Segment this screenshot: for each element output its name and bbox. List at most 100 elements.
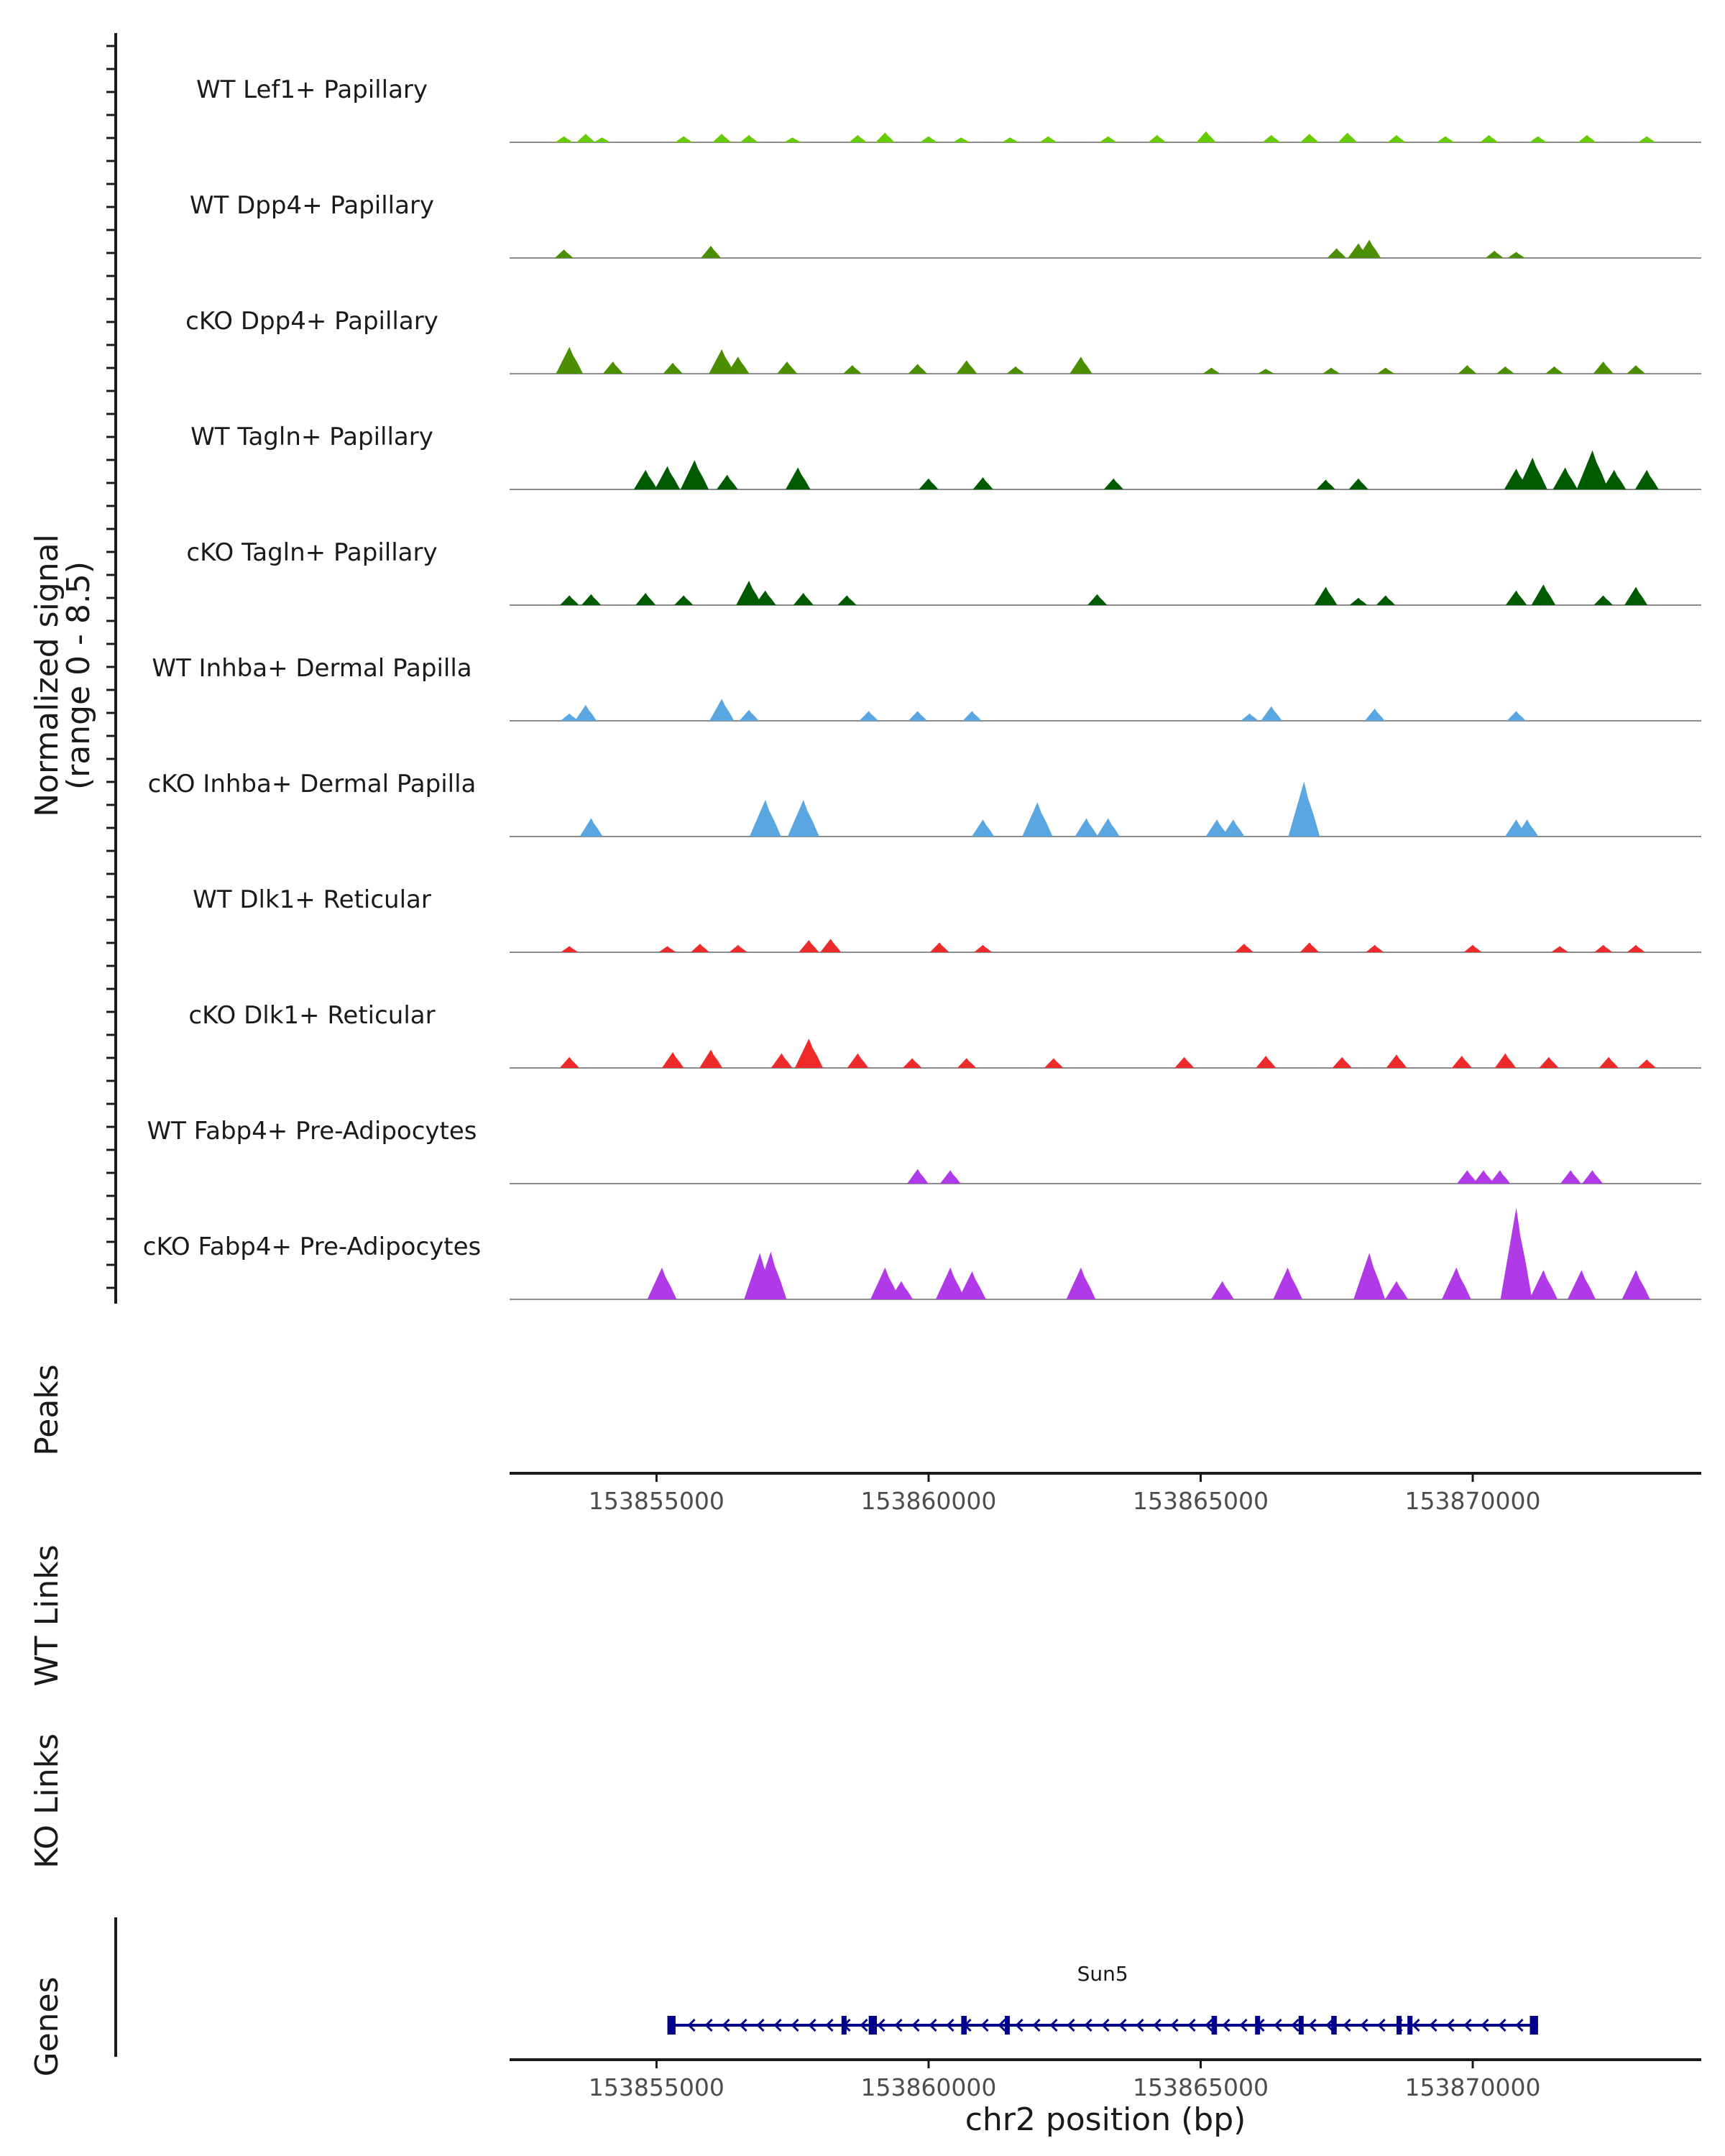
strand-arrow bbox=[998, 2018, 1006, 2032]
signal-peak bbox=[1627, 365, 1645, 374]
track-label: WT Tagln+ Papillary bbox=[190, 423, 433, 451]
signal-peak bbox=[1529, 1270, 1558, 1299]
signal-peak bbox=[561, 946, 579, 952]
signal-peak bbox=[559, 1056, 579, 1068]
signal-peak bbox=[1489, 1170, 1511, 1184]
signal-peak bbox=[1506, 711, 1526, 721]
signal-peak bbox=[717, 474, 738, 489]
track-signal bbox=[554, 239, 1525, 258]
signal-peak bbox=[1552, 467, 1578, 489]
signal-peak bbox=[1567, 1270, 1596, 1299]
signal-peak bbox=[709, 699, 735, 721]
track-label: cKO Dlk1+ Reticular bbox=[188, 1001, 435, 1030]
track-label: cKO Tagln+ Papillary bbox=[186, 538, 437, 567]
signal-peak bbox=[680, 460, 709, 489]
signal-peak bbox=[675, 136, 693, 142]
strand-arrow bbox=[1170, 2018, 1179, 2032]
signal-peak bbox=[739, 709, 759, 721]
signal-peak bbox=[1022, 802, 1053, 837]
genes-label: Genes bbox=[29, 1976, 65, 2076]
signal-peak bbox=[727, 356, 750, 374]
signal-peak bbox=[890, 1281, 914, 1299]
signal-peak bbox=[1637, 1059, 1657, 1068]
strand-arrow bbox=[722, 2018, 730, 2032]
signal-peak bbox=[787, 800, 819, 837]
track-label: WT Inhba+ Dermal Papilla bbox=[152, 654, 472, 683]
gene-exon bbox=[1211, 2016, 1218, 2035]
signal-peak bbox=[576, 134, 595, 142]
signal-peak bbox=[1261, 706, 1282, 721]
ylabel-line2: (range 0 - 8.5) bbox=[60, 561, 97, 790]
signal-peak bbox=[1288, 781, 1320, 837]
signal-peak bbox=[1458, 365, 1477, 374]
signal-peak bbox=[1437, 136, 1455, 142]
signal-peak bbox=[1593, 361, 1614, 374]
signal-peak bbox=[1235, 944, 1254, 952]
signal-peak bbox=[1332, 1056, 1352, 1068]
signal-peak bbox=[654, 466, 681, 489]
signal-peak bbox=[709, 349, 735, 374]
signal-peak bbox=[1364, 709, 1385, 721]
signal-peak bbox=[957, 1058, 977, 1068]
signal-peak bbox=[903, 1058, 922, 1068]
x-tick-label: 153855000 bbox=[589, 1487, 724, 1515]
signal-peak bbox=[908, 711, 928, 721]
signal-peak bbox=[870, 1267, 900, 1299]
signal-peak bbox=[1202, 367, 1220, 374]
strand-arrow bbox=[860, 2018, 868, 2032]
signal-peak bbox=[1348, 478, 1368, 489]
signal-peak bbox=[1602, 469, 1627, 489]
strand-arrow bbox=[1429, 2018, 1438, 2032]
signal-peak bbox=[602, 361, 623, 374]
signal-peak bbox=[1376, 595, 1396, 605]
signal-peak bbox=[1496, 366, 1514, 374]
strand-arrow bbox=[1084, 2018, 1092, 2032]
gene-model: Sun5 bbox=[667, 1962, 1538, 2035]
signal-peak bbox=[820, 939, 842, 952]
signal-peak bbox=[1594, 944, 1613, 952]
signal-peak bbox=[1551, 946, 1569, 952]
signal-peak bbox=[1148, 134, 1167, 142]
gene-exon bbox=[1397, 2016, 1402, 2035]
signal-peak bbox=[1327, 248, 1346, 258]
signal-peak bbox=[1500, 1207, 1532, 1299]
signal-peak bbox=[777, 361, 798, 374]
signal-peak bbox=[1257, 369, 1274, 374]
strand-arrow bbox=[1187, 2018, 1196, 2032]
signal-peak bbox=[1338, 132, 1358, 142]
signal-peak bbox=[974, 944, 993, 952]
signal-peak bbox=[554, 249, 574, 258]
strand-arrow bbox=[1118, 2018, 1127, 2032]
peaks-x-ticks: 153855000 153860000 153865000 153870000 bbox=[589, 1473, 1541, 1515]
signal-peak bbox=[786, 467, 811, 489]
x-tick-label: 153865000 bbox=[1133, 2073, 1269, 2101]
signal-peak bbox=[1531, 584, 1556, 605]
ylabel-line1: Normalized signal bbox=[29, 534, 65, 817]
signal-peak bbox=[635, 593, 656, 605]
track-signal bbox=[647, 1207, 1650, 1299]
signal-peak bbox=[1196, 131, 1216, 142]
signal-peak bbox=[1385, 1281, 1409, 1299]
strand-arrow bbox=[704, 2018, 713, 2032]
signal-peak bbox=[755, 590, 776, 605]
signal-peak bbox=[1622, 1270, 1650, 1299]
signal-peak bbox=[1494, 1053, 1517, 1068]
peaks-label: Peaks bbox=[29, 1364, 65, 1455]
signal-peak bbox=[929, 942, 949, 952]
track-signal bbox=[555, 131, 1656, 142]
signal-peak bbox=[691, 944, 709, 952]
track-signal bbox=[907, 1169, 1603, 1184]
strand-arrow bbox=[1360, 2018, 1368, 2032]
track-signal bbox=[560, 581, 1648, 605]
signal-peak bbox=[699, 1049, 723, 1068]
signal-peak bbox=[799, 940, 819, 952]
signal-peak bbox=[581, 594, 602, 605]
track-label: cKO Fabp4+ Pre-Adipocytes bbox=[143, 1233, 482, 1261]
gene-exon bbox=[1331, 2016, 1337, 2035]
coverage-y-ticks bbox=[106, 45, 116, 1289]
signal-peak bbox=[907, 1169, 929, 1184]
track-label: WT Fabp4+ Pre-Adipocytes bbox=[147, 1117, 477, 1146]
strand-arrow bbox=[1274, 2018, 1282, 2032]
signal-peak bbox=[1387, 134, 1406, 142]
